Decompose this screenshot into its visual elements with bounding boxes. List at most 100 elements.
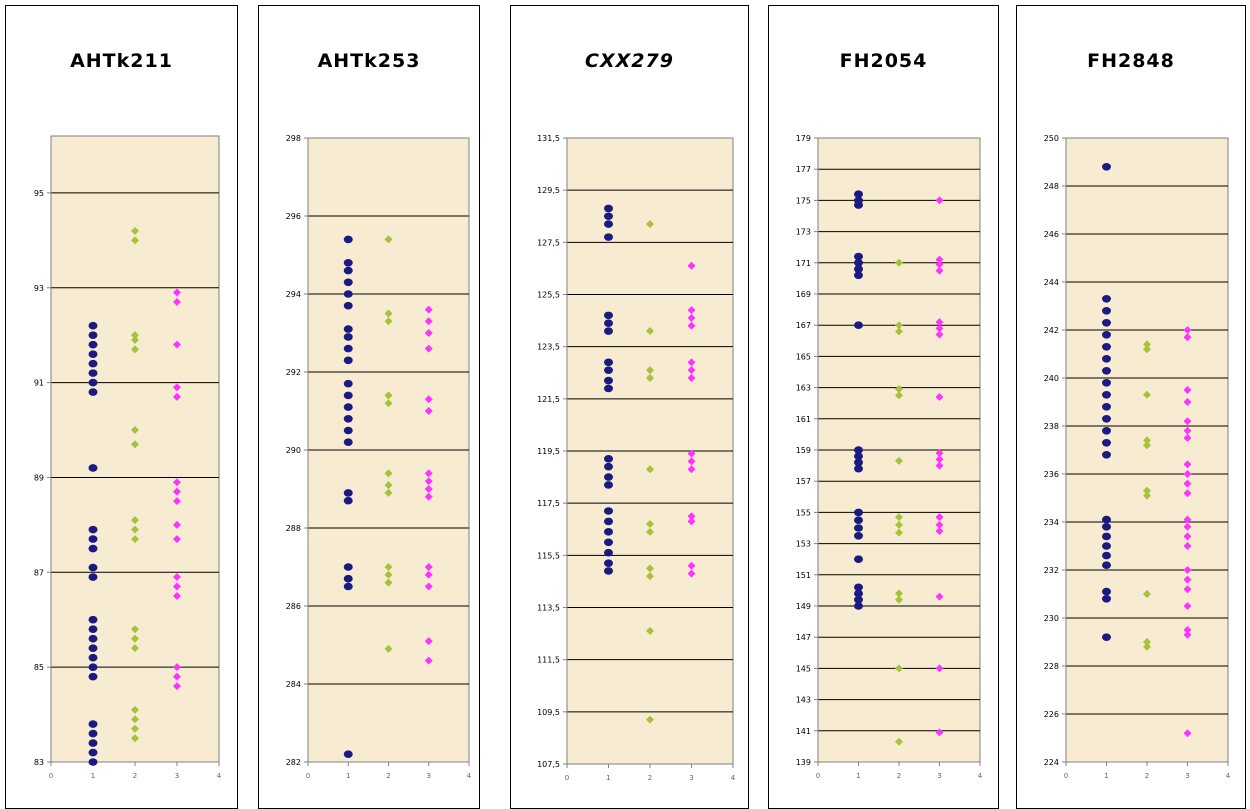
data-point-series-3 <box>687 321 696 330</box>
data-point-series-2 <box>131 345 139 354</box>
data-point-series-3 <box>1183 729 1192 738</box>
x-tick-label: 0 <box>49 772 53 780</box>
data-point-series-3 <box>424 570 433 579</box>
y-tick-label: 226 <box>1044 710 1059 719</box>
data-point-series-1 <box>1102 307 1111 315</box>
data-point-series-2 <box>646 220 654 229</box>
chart-title: FH2054 <box>839 50 928 72</box>
y-tick-label: 294 <box>286 290 301 299</box>
data-point-series-3 <box>1183 470 1192 478</box>
data-point-series-2 <box>384 235 393 244</box>
data-point-series-1 <box>1102 595 1111 603</box>
data-point-series-3 <box>1183 398 1192 406</box>
x-tick-label: 2 <box>897 772 901 780</box>
y-tick-label: 228 <box>1044 662 1059 671</box>
data-point-series-1 <box>88 359 98 368</box>
y-tick-label: 248 <box>1044 182 1059 191</box>
y-tick-label: 147 <box>796 633 811 642</box>
data-point-series-3 <box>173 663 181 672</box>
data-point-series-1 <box>1102 551 1111 560</box>
data-point-series-1 <box>604 528 613 536</box>
data-point-series-2 <box>895 321 903 330</box>
data-point-series-2 <box>384 391 393 400</box>
data-point-series-1 <box>88 321 98 330</box>
data-point-series-1 <box>604 455 613 463</box>
data-point-series-1 <box>343 489 353 497</box>
x-tick-label: 4 <box>467 772 472 780</box>
data-point-series-1 <box>854 583 863 592</box>
data-point-series-1 <box>604 327 613 335</box>
data-point-series-1 <box>1102 427 1111 435</box>
y-tick-label: 240 <box>1044 374 1059 383</box>
data-point-series-3 <box>173 520 181 529</box>
data-point-series-3 <box>173 592 181 601</box>
data-point-series-3 <box>1183 566 1192 574</box>
data-point-series-3 <box>424 563 433 571</box>
scatter-plot: 83 85 87 89 91 93 95 0 1 2 3 4 <box>34 135 222 780</box>
data-point-series-2 <box>131 625 139 634</box>
data-point-series-1 <box>88 369 98 377</box>
data-point-series-1 <box>343 415 353 423</box>
y-tick-label: 159 <box>796 446 811 455</box>
data-point-series-2 <box>895 327 903 336</box>
data-point-series-1 <box>854 259 863 267</box>
y-tick-label: 91 <box>34 379 44 388</box>
data-point-series-1 <box>343 582 353 591</box>
data-point-series-3 <box>424 469 433 478</box>
data-point-series-3 <box>1183 602 1192 610</box>
data-point-series-1 <box>88 573 98 581</box>
y-tick-label: 244 <box>1044 278 1059 287</box>
data-point-series-2 <box>895 664 903 673</box>
data-point-series-1 <box>1102 451 1111 459</box>
y-tick-label: 129,5 <box>537 186 560 195</box>
data-point-series-3 <box>935 520 944 529</box>
data-point-series-2 <box>895 528 903 537</box>
data-point-series-3 <box>687 358 696 367</box>
data-point-series-3 <box>173 487 181 496</box>
data-point-series-3 <box>173 672 181 681</box>
y-tick-label: 282 <box>286 758 301 767</box>
data-point-series-3 <box>1183 460 1192 469</box>
x-tick-label: 3 <box>175 772 179 780</box>
data-point-series-3 <box>1183 434 1192 442</box>
data-point-series-1 <box>1102 633 1111 641</box>
data-point-series-3 <box>1183 585 1192 594</box>
y-tick-label: 155 <box>796 508 811 517</box>
data-point-series-1 <box>1102 523 1111 531</box>
y-tick-label: 125,5 <box>537 291 560 300</box>
y-tick-label: 87 <box>34 568 44 577</box>
data-point-series-3 <box>1183 333 1192 342</box>
data-point-series-3 <box>173 340 181 349</box>
data-point-series-1 <box>604 462 613 471</box>
y-tick-label: 109,5 <box>537 708 560 717</box>
data-point-series-3 <box>935 455 944 464</box>
data-point-series-2 <box>895 258 903 267</box>
data-point-series-1 <box>88 340 98 349</box>
x-tick-label: 3 <box>1185 772 1189 780</box>
data-point-series-3 <box>424 317 433 326</box>
y-tick-label: 171 <box>796 259 811 268</box>
data-point-series-2 <box>1143 486 1151 495</box>
data-point-series-1 <box>1102 331 1111 339</box>
data-point-series-3 <box>935 728 944 737</box>
data-point-series-2 <box>646 527 654 536</box>
y-tick-label: 145 <box>796 664 811 673</box>
data-point-series-1 <box>604 567 613 575</box>
data-point-series-3 <box>1183 326 1192 334</box>
data-point-series-1 <box>604 311 613 320</box>
data-point-series-1 <box>343 333 353 341</box>
data-point-series-1 <box>1102 379 1111 387</box>
data-point-series-3 <box>935 449 944 458</box>
y-tick-label: 290 <box>286 446 301 455</box>
x-tick-label: 4 <box>217 772 222 780</box>
data-point-series-1 <box>604 220 613 228</box>
y-tick-label: 115,5 <box>537 551 560 560</box>
data-point-series-2 <box>1143 491 1151 500</box>
data-point-series-2 <box>131 331 139 340</box>
x-tick-label: 0 <box>306 772 310 780</box>
data-point-series-2 <box>384 481 393 490</box>
y-tick-label: 123,5 <box>537 343 560 352</box>
data-point-series-1 <box>1102 532 1111 541</box>
data-point-series-1 <box>88 331 98 339</box>
data-point-series-3 <box>1183 630 1192 639</box>
